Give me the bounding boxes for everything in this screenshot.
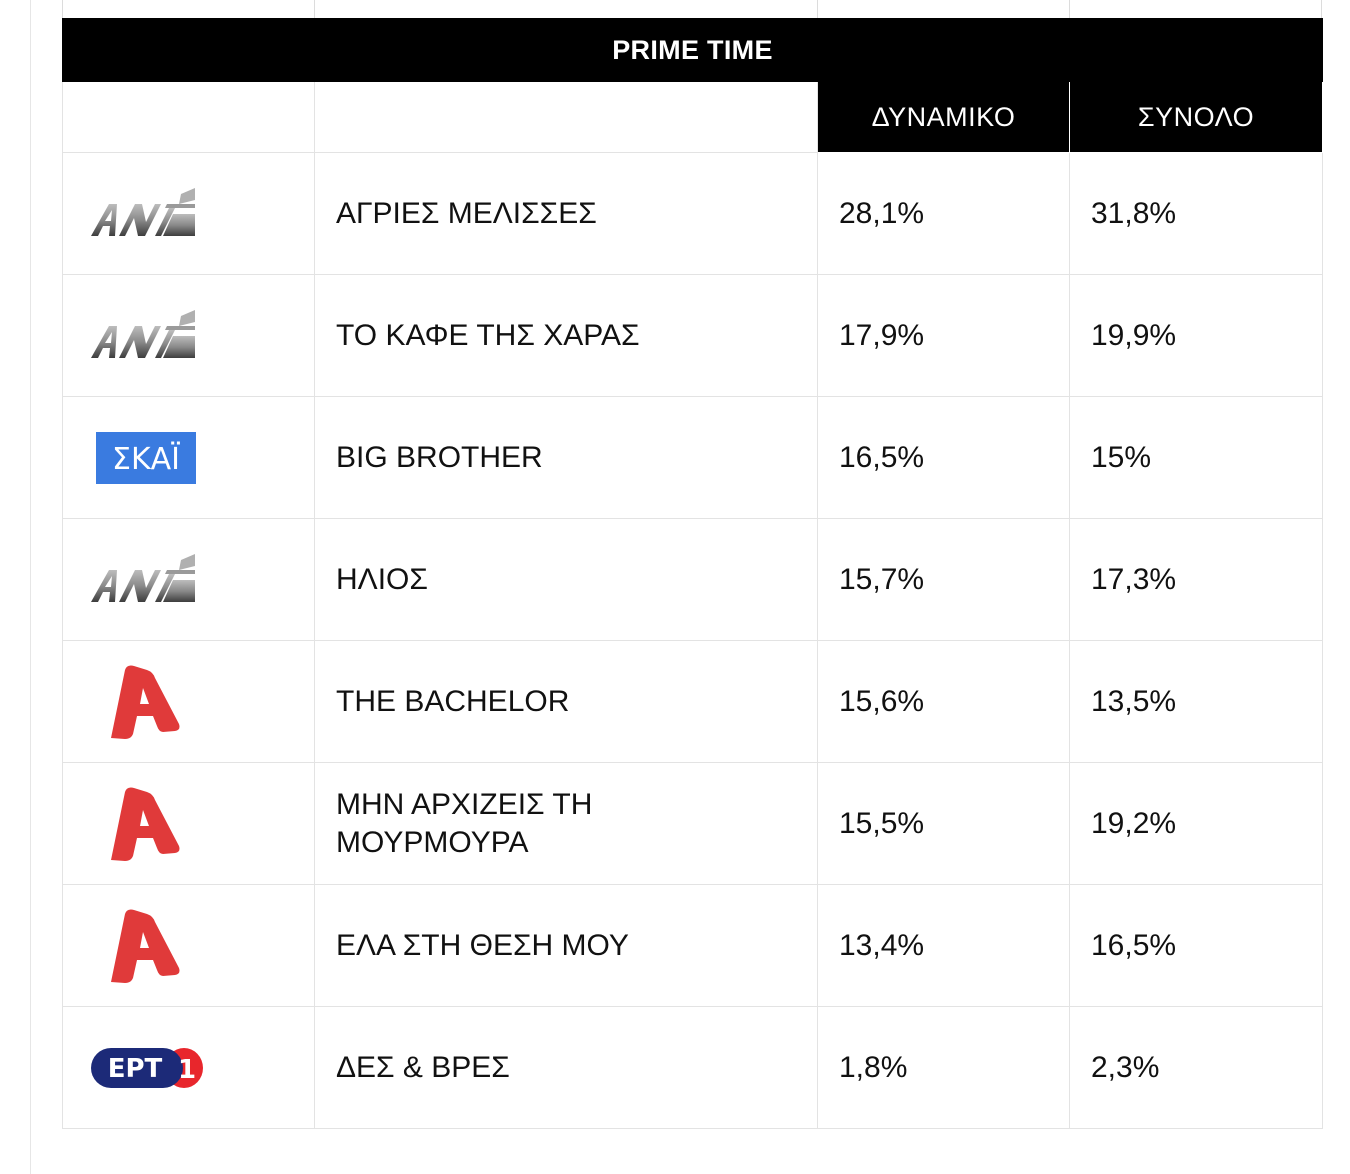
table-banner-row: PRIME TIME (61, 18, 1324, 82)
total-column-header: ΣΥΝΟΛΟ (1068, 81, 1324, 153)
channel-cell: ΣΚΑΪ (62, 396, 315, 519)
table-row: ΤΟ ΚΑΦΕ ΤΗΣ ΧΑΡΑΣ 17,9% 19,9% (62, 274, 1324, 397)
dynamic-column-header: ΔΥΝΑΜΙΚΟ (817, 81, 1070, 153)
channel-cell (62, 518, 315, 641)
ert1-logo: ΕΡΤ 1 (91, 1047, 203, 1088)
previous-table-border (62, 0, 63, 18)
dynamic-share: 15,5% (817, 762, 1070, 885)
previous-table-border (817, 0, 818, 18)
svg-text:1: 1 (178, 1055, 196, 1085)
total-share: 15% (1068, 396, 1324, 519)
table-row: ΜΗΝ ΑΡΧΙΖΕΙΣ ΤΗ ΜΟΥΡΜΟΥΡΑ 15,5% 19,2% (62, 762, 1324, 885)
empty-header-cell (62, 81, 315, 153)
prime-time-heading: PRIME TIME (61, 18, 1324, 82)
table-row: ΣΚΑΪ BIG BROTHER 16,5% 15% (62, 396, 1324, 519)
previous-table-border (1069, 0, 1070, 18)
show-title: THE BACHELOR (314, 640, 818, 763)
total-share: 31,8% (1068, 152, 1324, 275)
show-title: ΤΟ ΚΑΦΕ ΤΗΣ ΧΑΡΑΣ (314, 274, 818, 397)
dynamic-share: 13,4% (817, 884, 1070, 1007)
dynamic-share: 17,9% (817, 274, 1070, 397)
dynamic-share: 1,8% (817, 1006, 1070, 1129)
table-row: ΕΡΤ 1 ΔΕΣ & ΒΡΕΣ 1,8% 2,3% (62, 1006, 1324, 1129)
show-title: ΜΗΝ ΑΡΧΙΖΕΙΣ ΤΗ ΜΟΥΡΜΟΥΡΑ (314, 762, 818, 885)
dynamic-share: 15,7% (817, 518, 1070, 641)
channel-cell (62, 762, 315, 885)
channel-cell (62, 274, 315, 397)
empty-header-cell (314, 81, 818, 153)
svg-text:ΣΚΑΪ: ΣΚΑΪ (112, 441, 180, 477)
svg-text:ΕΡΤ: ΕΡΤ (108, 1054, 163, 1084)
dynamic-share: 16,5% (817, 396, 1070, 519)
channel-cell: ΕΡΤ 1 (62, 1006, 315, 1129)
total-share: 13,5% (1068, 640, 1324, 763)
column-header-row: ΔΥΝΑΜΙΚΟ ΣΥΝΟΛΟ (62, 81, 1324, 153)
show-title: ΑΓΡΙΕΣ ΜΕΛΙΣΣΕΣ (314, 152, 818, 275)
ratings-rows: ΑΓΡΙΕΣ ΜΕΛΙΣΣΕΣ 28,1% 31,8% ΤΟ ΚΑΦΕ ΤΗΣ ΧΑ… (62, 152, 1324, 1129)
show-title: BIG BROTHER (314, 396, 818, 519)
total-share: 16,5% (1068, 884, 1324, 1007)
table-row: ΕΛΑ ΣΤΗ ΘΕΣΗ ΜΟΥ 13,4% 16,5% (62, 884, 1324, 1007)
total-share: 19,2% (1068, 762, 1324, 885)
alpha-logo (111, 909, 180, 983)
total-share: 2,3% (1068, 1006, 1324, 1129)
table-row: ΗΛΙΟΣ 15,7% 17,3% (62, 518, 1324, 641)
total-share: 19,9% (1068, 274, 1324, 397)
total-share: 17,3% (1068, 518, 1324, 641)
channel-cell (62, 884, 315, 1007)
ant1-logo (91, 309, 195, 358)
previous-table-border (314, 0, 315, 18)
show-title: ΗΛΙΟΣ (314, 518, 818, 641)
page-left-rule (30, 0, 31, 1174)
table-row: ΑΓΡΙΕΣ ΜΕΛΙΣΣΕΣ 28,1% 31,8% (62, 152, 1324, 275)
show-title: ΔΕΣ & ΒΡΕΣ (314, 1006, 818, 1129)
alpha-logo (111, 665, 180, 739)
skai-logo: ΣΚΑΪ (96, 431, 196, 484)
channel-cell (62, 152, 315, 275)
alpha-logo (111, 787, 180, 861)
ratings-table: PRIME TIME ΔΥΝΑΜΙΚΟ ΣΥΝΟΛΟ ΑΓΡΙΕΣ ΜΕΛΙΣΣ… (61, 18, 1324, 1129)
table-row: THE BACHELOR 15,6% 13,5% (62, 640, 1324, 763)
ant1-logo (91, 187, 195, 236)
dynamic-share: 28,1% (817, 152, 1070, 275)
ant1-logo (91, 553, 195, 602)
previous-table-border (1321, 0, 1322, 18)
channel-cell (62, 640, 315, 763)
show-title: ΕΛΑ ΣΤΗ ΘΕΣΗ ΜΟΥ (314, 884, 818, 1007)
dynamic-share: 15,6% (817, 640, 1070, 763)
